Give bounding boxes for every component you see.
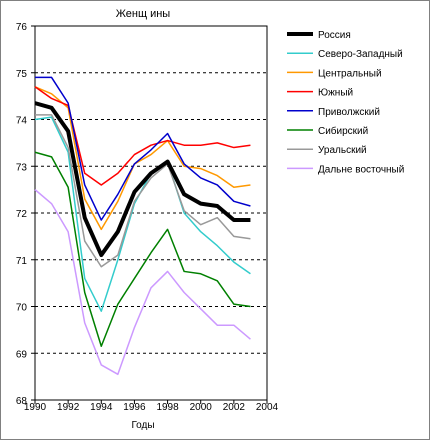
- x-tick-label: 2004: [256, 402, 279, 413]
- x-tick-label: 1994: [90, 402, 113, 413]
- series-line-3: [34, 86, 251, 231]
- x-tick-label: 2002: [223, 402, 246, 413]
- legend-label: Сибирский: [318, 125, 368, 137]
- y-tick-label: 76: [16, 22, 28, 33]
- legend-label: Центральный: [318, 68, 382, 79]
- legend-label: Дальне восточный: [318, 164, 404, 175]
- y-tick-label: 74: [16, 116, 28, 127]
- series-line-6: [34, 151, 251, 347]
- legend-label: Южный: [318, 88, 353, 99]
- series-layer: [34, 76, 251, 376]
- x-tick-label: 1990: [24, 402, 47, 413]
- x-tick-label: 1992: [57, 402, 80, 413]
- y-tick-label: 73: [16, 162, 28, 173]
- legend-label: Приволжский: [318, 107, 380, 118]
- y-tick-label: 71: [16, 256, 28, 267]
- y-tick-label: 69: [16, 349, 28, 360]
- y-tick-label: 70: [16, 303, 28, 314]
- legend: Россия Северо-Западный Центральный Южный При…: [287, 30, 404, 175]
- x-axis: 1990 1992 1994 1996 1998 2000 2002 2004: [24, 400, 279, 413]
- chart-title: Женщ ины: [116, 8, 171, 20]
- legend-label: Россия: [318, 30, 351, 41]
- series-line-5: [35, 76, 251, 221]
- legend-label: Уральский: [318, 145, 367, 156]
- series-line-7: [35, 114, 251, 268]
- y-tick-label: 68: [16, 396, 28, 407]
- x-tick-label: 1996: [123, 402, 146, 413]
- x-tick-label: 1998: [156, 402, 179, 413]
- legend-label: Северо-Западный: [318, 49, 403, 60]
- x-axis-label: Годы: [131, 420, 154, 431]
- y-tick-label: 75: [16, 69, 28, 80]
- y-axis: 68 69 70 71 72 73 74 75 76: [16, 22, 35, 407]
- y-tick-label: 72: [16, 209, 28, 220]
- series-line-8: [34, 189, 251, 376]
- series-line-1: [34, 101, 251, 258]
- x-tick-label: 2000: [190, 402, 213, 413]
